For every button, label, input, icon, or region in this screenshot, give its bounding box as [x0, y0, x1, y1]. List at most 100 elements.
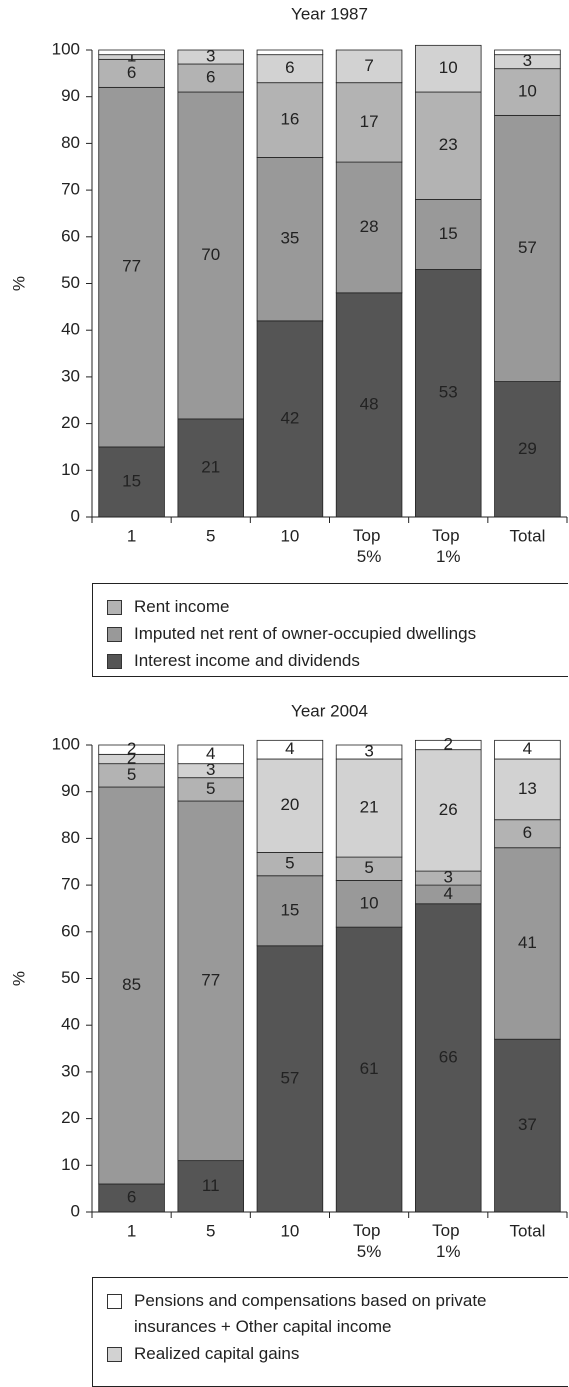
chart-title: Year 1987 — [291, 4, 368, 23]
data-label: 4 — [444, 884, 453, 903]
bar-segment — [256, 945, 324, 1213]
data-label: 6 — [206, 68, 215, 87]
bar-segment — [414, 749, 482, 872]
data-label: 5 — [206, 779, 215, 798]
legend-label: Interest income and dividends — [134, 651, 360, 670]
legend-entry: Interest income and dividends — [107, 648, 568, 674]
data-label: 3 — [206, 46, 215, 65]
bar-segment — [494, 1038, 561, 1213]
legend: Rent income Imputed net rent of owner-occ… — [92, 583, 568, 677]
legend-entry: Realized capital gains — [107, 1341, 568, 1367]
bar-segment — [494, 114, 561, 382]
data-label: 1 — [127, 46, 136, 65]
legend-swatch — [107, 1347, 122, 1362]
data-label: 4 — [523, 739, 532, 758]
legend: Pensions and compensations based on priv… — [92, 1277, 568, 1387]
x-tick-label: 5 — [206, 526, 215, 545]
data-label: 5 — [364, 858, 373, 877]
x-tick-label: 5 — [206, 1221, 215, 1240]
data-label: 77 — [122, 257, 141, 276]
x-tick-label: Top 1% — [432, 526, 464, 566]
data-label: 2 — [127, 739, 136, 758]
legend-swatch — [107, 627, 122, 642]
y-tick-label: 60 — [61, 921, 80, 940]
data-label: 20 — [280, 795, 299, 814]
x-tick-label: Top 5% — [353, 1221, 385, 1261]
legend-label: Pensions and compensations based on priv… — [134, 1291, 487, 1336]
legend-label: Imputed net rent of owner-occupied dwell… — [134, 624, 477, 643]
legend-entry: Imputed net rent of owner-occupied dwell… — [107, 621, 568, 647]
data-label: 53 — [439, 383, 458, 402]
y-tick-label: 90 — [61, 781, 80, 800]
data-label: 3 — [364, 741, 373, 760]
x-tick-label: Top 1% — [432, 1221, 464, 1261]
y-tick-label: 100 — [52, 734, 80, 753]
y-tick-label: 10 — [61, 460, 80, 479]
data-label: 85 — [122, 975, 141, 994]
data-label: 10 — [439, 58, 458, 77]
data-label: 48 — [360, 394, 379, 413]
bar-segment — [335, 49, 403, 84]
data-label: 5 — [285, 854, 294, 873]
bar-segment — [98, 446, 165, 518]
bar-segment — [256, 875, 324, 947]
bar-segment — [177, 63, 245, 93]
y-tick-label: 10 — [61, 1155, 80, 1174]
y-tick-label: 70 — [61, 875, 80, 894]
bar-segment — [177, 744, 245, 765]
y-tick-label: 20 — [61, 413, 80, 432]
y-tick-label: 70 — [61, 180, 80, 199]
x-tick-label: 10 — [280, 1221, 299, 1240]
bar-segment — [414, 903, 482, 1213]
data-label: 10 — [360, 893, 379, 912]
data-label: 6 — [523, 823, 532, 842]
bar-segment — [177, 800, 245, 1162]
data-label: 42 — [280, 408, 299, 427]
bar-segment — [177, 49, 245, 65]
legend-swatch — [107, 654, 122, 669]
data-label: 6 — [127, 1187, 136, 1206]
data-label: 11 — [202, 1176, 220, 1195]
data-label: 37 — [518, 1115, 537, 1134]
data-label: 26 — [439, 800, 458, 819]
legend-entry: Rent income — [107, 594, 568, 620]
y-tick-label: 80 — [61, 828, 80, 847]
bar-segment — [98, 49, 165, 56]
x-tick-label: 1 — [127, 526, 136, 545]
data-label: 15 — [439, 224, 458, 243]
y-tick-label: 50 — [61, 273, 80, 292]
bar-segment — [414, 269, 482, 518]
x-tick-label: 10 — [280, 526, 299, 545]
x-tick-label: 1 — [127, 1221, 136, 1240]
bar-segment — [177, 91, 245, 420]
bar-segment — [494, 739, 561, 760]
bar-segment — [414, 44, 482, 93]
legend-entry: Pensions and compensations based on priv… — [107, 1288, 568, 1340]
data-label: 21 — [360, 798, 379, 817]
bar-segment — [256, 82, 324, 158]
bar-segment — [256, 320, 324, 518]
bar-segment — [494, 758, 561, 821]
y-tick-label: 40 — [61, 1015, 80, 1034]
legend-swatch — [107, 600, 122, 615]
bar-segment — [256, 758, 324, 853]
data-label: 66 — [439, 1047, 458, 1066]
y-tick-label: 30 — [61, 366, 80, 385]
x-tick-label: Total — [509, 1221, 545, 1240]
bar-segment — [414, 739, 482, 751]
bar-segment — [256, 49, 324, 56]
data-label: 4 — [285, 739, 294, 758]
bar-segment — [98, 58, 165, 88]
data-label: 5 — [127, 765, 136, 784]
data-label: 3 — [523, 51, 532, 70]
y-tick-label: 20 — [61, 1108, 80, 1127]
x-tick-label: Top 5% — [353, 526, 385, 566]
data-label: 7 — [364, 56, 373, 75]
data-label: 6 — [285, 58, 294, 77]
data-label: 2 — [127, 748, 136, 767]
bar-segment — [177, 1160, 245, 1213]
bar-segment — [494, 68, 561, 116]
data-label: 2 — [444, 734, 453, 753]
